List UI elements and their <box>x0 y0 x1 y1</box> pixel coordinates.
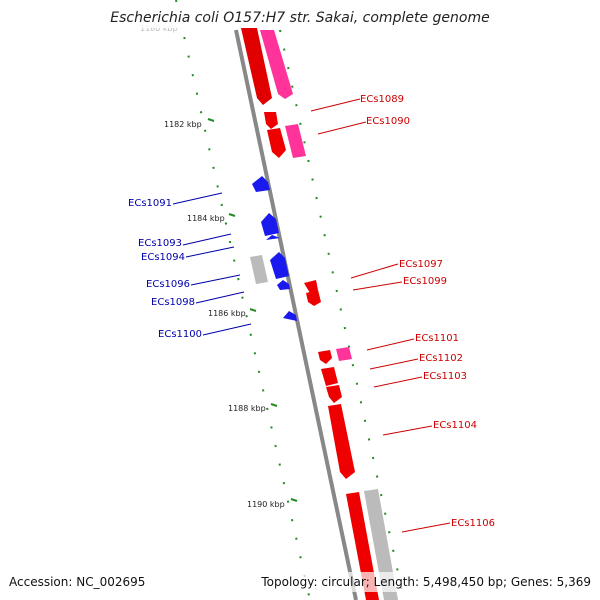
gene-arrow <box>252 176 270 192</box>
label-leader <box>369 358 419 370</box>
kbp-label: 1188 kbp <box>228 404 266 413</box>
label-leader <box>185 246 235 258</box>
label-leader <box>401 522 451 533</box>
label-leader <box>350 263 399 279</box>
gene-label-forward[interactable]: ECs1099 <box>403 276 447 287</box>
kbp-label: 1190 kbp <box>247 500 285 509</box>
major-tick <box>207 118 215 122</box>
label-leader <box>172 192 223 205</box>
gene-arrow <box>270 252 289 279</box>
label-leader <box>202 323 252 336</box>
gene-arrow <box>241 28 272 105</box>
gene-label-forward[interactable]: ECs1090 <box>366 116 410 127</box>
gene-label-reverse[interactable]: ECs1098 <box>151 297 195 308</box>
gene-label-reverse[interactable]: ECs1094 <box>141 252 185 263</box>
gene-arrow <box>264 112 278 129</box>
gene-arrow <box>318 350 332 364</box>
kbp-label: 1182 kbp <box>164 120 202 129</box>
gene-arrow <box>306 290 321 306</box>
gene-label-forward[interactable]: ECs1089 <box>360 94 404 105</box>
gene-label-reverse[interactable]: ECs1091 <box>128 198 172 209</box>
gene-arrow <box>304 280 318 293</box>
label-leader <box>382 425 433 436</box>
kbp-label: 1184 kbp <box>187 214 225 223</box>
gene-arrow <box>326 385 342 403</box>
gene-label-forward[interactable]: ECs1101 <box>415 333 459 344</box>
gene-label-reverse[interactable]: ECs1096 <box>146 279 190 290</box>
genome-summary-text: Topology: circular; Length: 5,498,450 bp… <box>260 575 591 589</box>
major-tick <box>228 213 236 217</box>
gene-arrow <box>267 128 286 158</box>
label-leader <box>373 376 423 388</box>
accession-text: Accession: NC_002695 <box>9 575 145 589</box>
genome-title: Escherichia coli O157:H7 str. Sakai, com… <box>110 10 489 26</box>
title-backdrop <box>110 6 490 28</box>
gene-arrow <box>261 213 279 236</box>
kbp-label: 1180 kbp <box>140 24 178 33</box>
gene-label-reverse[interactable]: ECs1100 <box>158 329 202 340</box>
kbp-label: 1186 kbp <box>208 309 246 318</box>
label-leader <box>310 98 361 112</box>
major-tick <box>270 403 278 407</box>
label-leader <box>182 233 232 246</box>
gene-arrow <box>260 30 293 99</box>
label-leader <box>190 274 241 286</box>
major-tick <box>249 308 257 312</box>
gene-label-forward[interactable]: ECs1102 <box>419 353 463 364</box>
gene-arrow <box>336 347 352 361</box>
gene-label-forward[interactable]: ECs1103 <box>423 371 467 382</box>
gene-label-forward[interactable]: ECs1104 <box>433 420 477 431</box>
label-leader <box>317 121 367 135</box>
gene-label-reverse[interactable]: ECs1093 <box>138 238 182 249</box>
major-tick <box>290 498 298 502</box>
gene-arrow <box>266 235 280 240</box>
label-leader <box>366 338 415 351</box>
gene-arrow <box>285 124 306 158</box>
footer-backdrop <box>0 572 600 592</box>
gene-arrow <box>283 311 297 321</box>
label-leader <box>195 291 245 304</box>
gene-arrow <box>328 404 355 479</box>
pseudo-gene <box>250 255 268 284</box>
gene-arrow <box>321 367 338 386</box>
gene-label-forward[interactable]: ECs1097 <box>399 259 443 270</box>
gene-label-forward[interactable]: ECs1106 <box>451 518 495 529</box>
label-leader <box>352 281 403 291</box>
gene-arrow <box>277 280 290 290</box>
